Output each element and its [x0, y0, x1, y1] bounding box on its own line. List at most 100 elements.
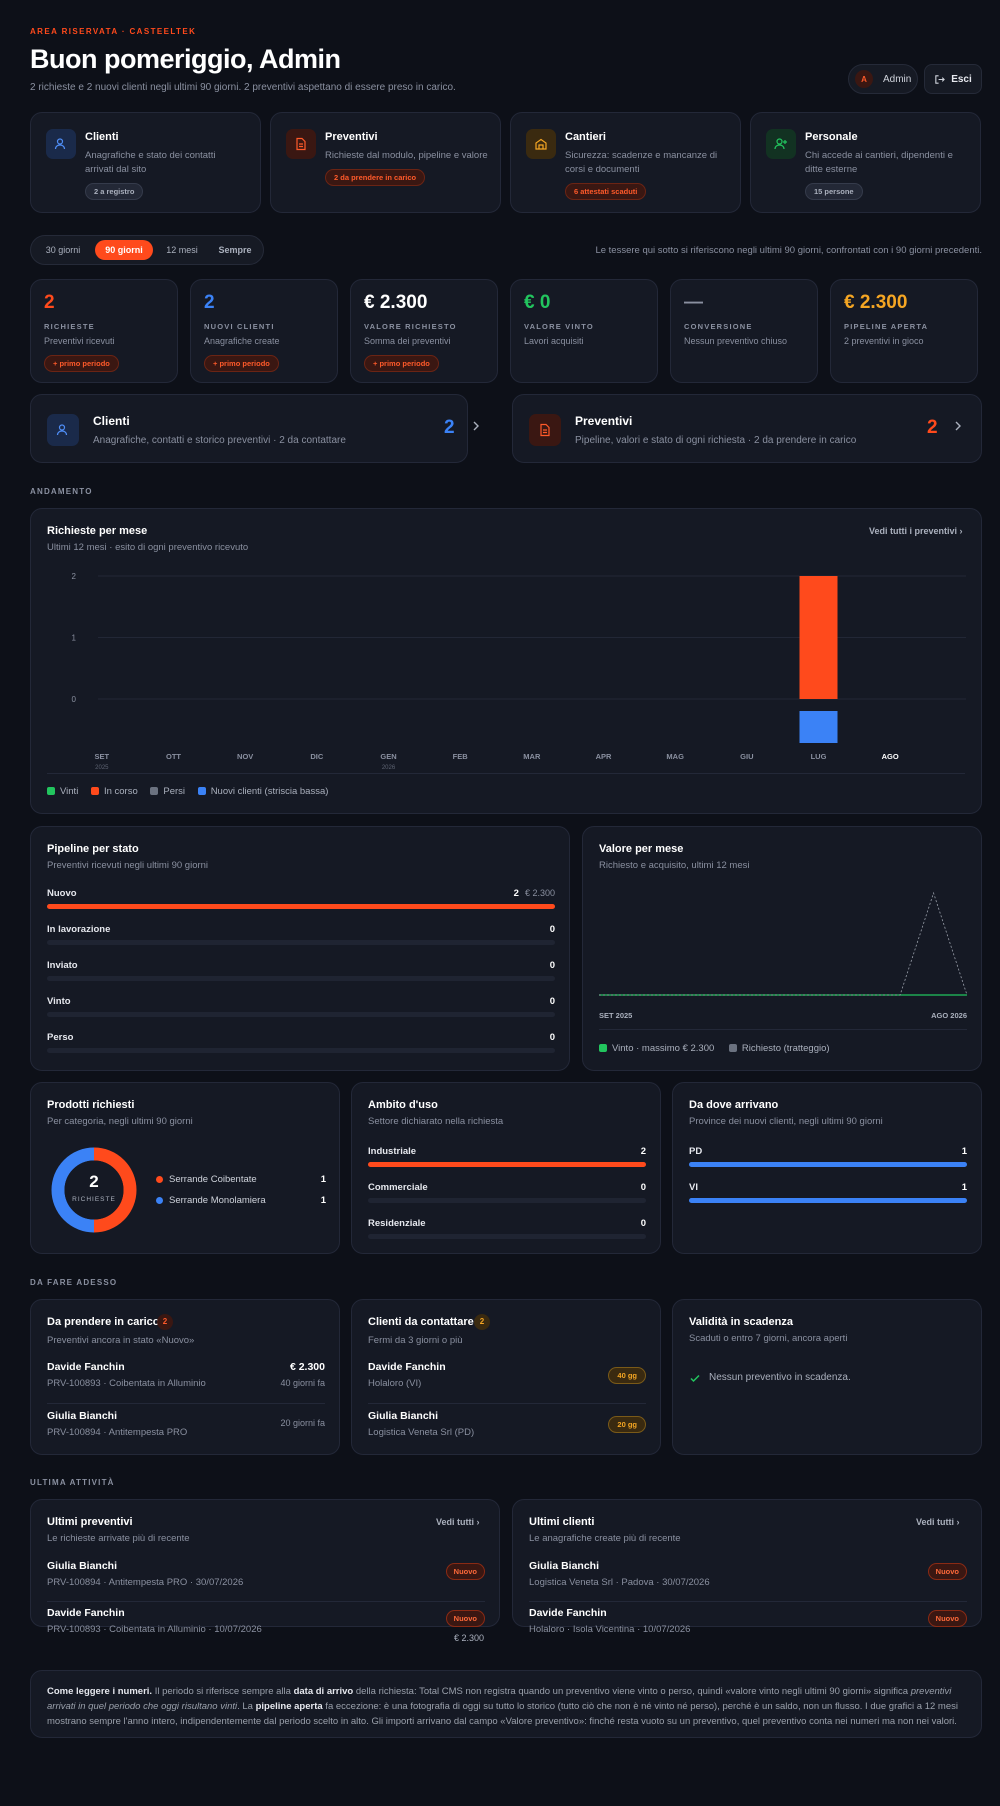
ultimi-preventivi-card: Ultimi preventivi Le richieste arrivate … [30, 1499, 500, 1635]
pipeline-value: 0 [550, 960, 555, 971]
pipeline-track [47, 976, 555, 981]
kpi-desc: Anagrafiche create [204, 336, 280, 346]
provenienza-title: Da dove arrivano [689, 1099, 779, 1111]
pipeline-row[interactable]: Vinto 0 [47, 996, 555, 1020]
status-badge: Nuovo [927, 1563, 967, 1580]
pipeline-count: 0 [549, 996, 555, 1007]
module-desc: Sicurezza: scadenze e mancanze di corsi … [565, 150, 718, 175]
list-item[interactable]: Giulia Bianchi PRV-100894 · Antitempesta… [47, 1410, 325, 1450]
module-desc: Richieste dal modulo, pipeline e valore [325, 150, 488, 161]
shortcut-desc: Anagrafiche, contatti e storico preventi… [93, 435, 346, 446]
user-name: Admin [883, 73, 912, 85]
pipeline-value: 2 € 2.300 [514, 888, 555, 899]
pipeline-track [47, 940, 555, 945]
contattare-card: Clienti da contattare 2 Fermi da 3 giorn… [351, 1299, 661, 1455]
kpi-desc: 2 preventivi in gioco [844, 336, 924, 346]
module-card-clienti[interactable]: Clienti Anagrafiche e stato dei contatti… [30, 112, 261, 213]
prodotti-donut-chart [51, 1147, 137, 1233]
module-card-personale[interactable]: Personale Chi accede ai cantieri, dipend… [750, 112, 981, 213]
view-all-preventivi-link[interactable]: Vedi tutti i preventivi › [869, 526, 963, 536]
list-item[interactable]: Giulia Bianchi Logistica Veneta Srl · Pa… [529, 1560, 967, 1596]
shortcut-clienti[interactable]: Clienti Anagrafiche, contatti e storico … [30, 394, 479, 463]
period-30-days[interactable]: 30 giorni [45, 245, 81, 255]
shortcut-title: Clienti [93, 414, 130, 428]
users-icon [46, 129, 76, 159]
kpi-desc: Lavori acquisiti [524, 336, 584, 346]
module-badge: 2 da prendere in carico [325, 169, 426, 186]
kpi-label: PIPELINE APERTA [844, 322, 929, 331]
valore-line-chart [599, 891, 967, 996]
x-label-end: AGO 2026 [931, 1011, 967, 1020]
ambito-label: Residenziale [368, 1218, 426, 1229]
item-detail: Holaloro · Isola Vicentina · 10/07/2026 [529, 1624, 691, 1635]
item-age: 40 giorni fa [280, 1378, 325, 1388]
legend-in-corso: In corso [90, 786, 138, 797]
shortcut-desc: Pipeline, valori e stato di ogni richies… [575, 435, 857, 446]
link-label: Vedi tutti i preventivi [869, 526, 958, 536]
shortcut-title: Preventivi [575, 414, 633, 428]
pipeline-row[interactable]: Nuovo 2 € 2.300 [47, 888, 555, 912]
valore-legend: Vinto · massimo € 2.300 Richiesto (tratt… [599, 1043, 830, 1054]
x-tick-label: GEN [380, 752, 396, 761]
pipeline-subtitle: Preventivi ricevuti negli ultimi 90 gior… [47, 860, 209, 871]
area-kicker: AREA RISERVATA · CASTEELTEK [30, 27, 197, 36]
x-year-label: 2025 [95, 765, 109, 769]
chevron-right-icon: › [959, 526, 963, 536]
list-item[interactable]: Davide Fanchin Holaloro · Isola Vicentin… [529, 1607, 967, 1635]
pipeline-value: 0 [550, 996, 555, 1007]
provenienza-label: PD [689, 1146, 703, 1157]
list-item[interactable]: Giulia Bianchi PRV-100894 · Antitempesta… [47, 1560, 485, 1596]
x-tick-label: MAR [523, 752, 541, 761]
building-icon [526, 129, 556, 159]
provenienza-card: Da dove arrivano Province dei nuovi clie… [672, 1082, 982, 1254]
list-item[interactable]: Davide Fanchin PRV-100893 · Coibentata i… [47, 1361, 325, 1401]
pipeline-value: 0 [550, 1032, 555, 1043]
provenienza-row: VI 1 [689, 1182, 967, 1206]
kpi-label: RICHIESTE [44, 322, 95, 331]
kpi-trend-badge: + primo periodo [44, 355, 119, 372]
item-detail: Logistica Veneta Srl · Padova · 30/07/20… [529, 1577, 710, 1588]
module-card-cantieri[interactable]: Cantieri Sicurezza: scadenze e mancanze … [510, 112, 741, 213]
pipeline-label: Perso [47, 1032, 74, 1043]
pipeline-row[interactable]: Inviato 0 [47, 960, 555, 984]
monthly-requests-card: Richieste per mese Ultimi 12 mesi · esit… [30, 508, 982, 814]
shortcut-preventivi[interactable]: Preventivi Pipeline, valori e stato di o… [512, 394, 982, 463]
module-card-preventivi[interactable]: Preventivi Richieste dal modulo, pipelin… [270, 112, 501, 213]
legend-vinti: Vinti [47, 786, 78, 797]
donut-slice [51, 1147, 95, 1233]
kpi-desc: Preventivi ricevuti [44, 336, 115, 346]
y-tick-label: 2 [72, 572, 77, 581]
period-always[interactable]: Sempre [218, 245, 252, 255]
kpi-value: — [684, 292, 703, 313]
pipeline-count: 2 [513, 888, 519, 899]
kpi-label: CONVERSIONE [684, 322, 753, 331]
valore-title: Valore per mese [599, 843, 684, 855]
legend-row: Serrande Coibentate 1 [156, 1174, 326, 1185]
period-90-days[interactable]: 90 giorni [95, 240, 153, 260]
list-item[interactable]: Davide Fanchin PRV-100893 · Coibentata i… [47, 1607, 485, 1635]
bar-in-corso [799, 576, 838, 699]
status-badge: Nuovo [445, 1563, 485, 1580]
monthly-bar-chart: 2 1 0 SET 2025 OTT NOV DIC GEN 2026 FEB MAR APR MAG GI… [72, 572, 966, 769]
provenienza-label: VI [689, 1182, 698, 1193]
kpi-value: 2 [44, 292, 55, 313]
pipeline-row[interactable]: In lavorazione 0 [47, 924, 555, 948]
chevron-right-icon: › [476, 1517, 480, 1527]
kpi-value: € 2.300 [844, 292, 908, 313]
view-all-link[interactable]: Vedi tutti › [436, 1517, 480, 1527]
item-amount: € 2.300 [453, 1633, 484, 1643]
kpi-card: — CONVERSIONE Nessun preventivo chiuso [670, 279, 818, 383]
logout-button[interactable]: Esci [924, 64, 982, 94]
item-name: Giulia Bianchi [368, 1410, 439, 1422]
item-detail: Holaloro (VI) [368, 1378, 422, 1389]
list-item[interactable]: Giulia Bianchi Logistica Veneta Srl (PD)… [368, 1410, 646, 1450]
user-chip[interactable]: A Admin [848, 64, 918, 94]
kpi-value: 2 [204, 292, 215, 313]
list-item[interactable]: Davide Fanchin Holaloro (VI) 40 gg [368, 1361, 646, 1401]
view-all-link[interactable]: Vedi tutti › [916, 1517, 960, 1527]
x-tick-label: DIC [310, 752, 324, 761]
x-tick-label: LUG [811, 752, 827, 761]
pipeline-row[interactable]: Perso 0 [47, 1032, 555, 1056]
period-12-months[interactable]: 12 mesi [166, 245, 198, 255]
module-desc: Anagrafiche e stato dei contatti arrivat… [85, 150, 216, 175]
